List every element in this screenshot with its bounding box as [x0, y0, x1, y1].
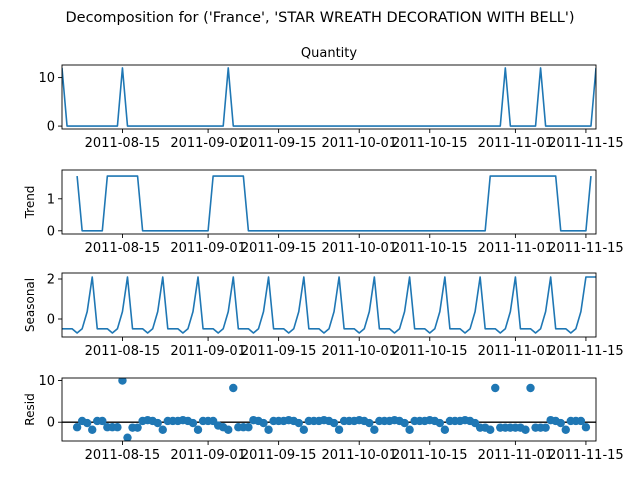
quantity-xtick-label: 2011-09-01 — [170, 136, 246, 151]
quantity-title: Quantity — [301, 46, 357, 61]
resid-point — [294, 418, 303, 428]
quantity-ytick-label: 10 — [38, 71, 55, 86]
resid-xtick-label: 2011-08-15 — [85, 448, 161, 463]
resid-point — [123, 433, 132, 441]
trend-xtick-label: 2011-08-15 — [85, 241, 161, 256]
resid-point — [299, 425, 309, 434]
resid-point — [370, 425, 379, 434]
quantity-panel: Quantity 0 10 2011-08-15 2011-09-012011-09-1… — [38, 46, 623, 151]
resid-point — [193, 425, 203, 434]
trend-xtick-label: 2011-09-01 — [170, 241, 246, 256]
trend-ylabel: Trend — [23, 186, 37, 220]
quantity-xtick-label: 2011-09-15 — [241, 136, 317, 151]
seasonal-panel: Seasonal 0 2 2011-08-15 2011-09-012011-09-15… — [23, 273, 624, 360]
quantity-xtick-label: 2011-08-15 — [85, 136, 161, 151]
seasonal-xtick-label: 2011-10-15 — [392, 344, 468, 359]
quantity-ytick-label: 0 — [47, 120, 55, 135]
resid-point — [329, 418, 339, 428]
quantity-xtick-label: 2011-11-15 — [548, 136, 624, 151]
resid-point — [576, 416, 586, 426]
resid-xtick-label: 2011-10-15 — [392, 448, 468, 463]
figure-suptitle: Decomposition for ('France', 'STAR WREAT… — [65, 10, 574, 26]
resid-point — [264, 425, 273, 434]
resid-point — [133, 423, 142, 432]
trend-xtick-label: 2011-11-15 — [548, 241, 624, 256]
resid-point — [158, 425, 167, 434]
resid-point — [72, 423, 82, 432]
trend-ytick-label: 0 — [47, 224, 55, 239]
trend-ytick-label: 1 — [47, 192, 55, 207]
resid-point — [526, 383, 535, 393]
quantity-series-line — [62, 67, 596, 127]
trend-series-line — [76, 175, 592, 232]
seasonal-xtick-label: 2011-11-01 — [478, 344, 554, 359]
quantity-xtick-label: 2011-10-01 — [321, 136, 397, 151]
resid-point — [365, 418, 374, 428]
resid-point — [491, 383, 500, 393]
trend-data — [76, 175, 592, 232]
trend-xtick-label: 2011-11-01 — [478, 241, 554, 256]
resid-point — [82, 418, 92, 428]
resid-point — [405, 425, 414, 434]
trend-xtick-label: 2011-09-15 — [241, 241, 317, 256]
resid-point — [334, 425, 344, 434]
resid-axes-frame — [61, 377, 597, 442]
trend-axes-frame — [61, 169, 597, 235]
resid-point — [521, 425, 530, 434]
trend-xtick-label: 2011-10-15 — [392, 241, 468, 256]
seasonal-data — [62, 276, 596, 334]
resid-point — [88, 425, 97, 434]
seasonal-xtick-label: 2011-09-15 — [241, 344, 317, 359]
resid-xtick-label: 2011-10-01 — [321, 448, 397, 463]
resid-point — [259, 418, 268, 428]
seasonal-xtick-label: 2011-11-15 — [548, 344, 624, 359]
resid-xtick-label: 2011-09-01 — [170, 448, 246, 463]
seasonal-xtick-label: 2011-09-01 — [170, 344, 246, 359]
resid-xtick-label: 2011-11-15 — [548, 448, 624, 463]
quantity-xtick-label: 2011-11-01 — [478, 136, 554, 151]
resid-ylabel: Resid — [23, 393, 37, 425]
resid-data — [72, 378, 591, 441]
resid-point — [229, 383, 238, 393]
quantity-axes-frame — [61, 64, 597, 130]
seasonal-series-line — [62, 276, 596, 334]
seasonal-axes-frame — [61, 272, 597, 338]
resid-point — [541, 423, 550, 432]
resid-point — [244, 423, 253, 432]
quantity-xtick-label: 2011-10-15 — [392, 136, 468, 151]
resid-point — [400, 418, 409, 428]
resid-point — [486, 425, 495, 434]
resid-point — [581, 423, 591, 432]
trend-xtick-label: 2011-10-01 — [321, 241, 397, 256]
resid-point — [440, 425, 450, 434]
seasonal-xtick-label: 2011-10-01 — [321, 344, 397, 359]
resid-point — [113, 423, 122, 432]
seasonal-ylabel: Seasonal — [23, 278, 37, 332]
resid-point — [188, 418, 198, 428]
resid-point — [153, 418, 162, 428]
resid-xtick-label: 2011-11-01 — [478, 448, 554, 463]
resid-ytick-label: 0 — [47, 416, 55, 431]
seasonal-ytick-label: 2 — [47, 273, 55, 288]
resid-point — [118, 378, 127, 385]
resid-point — [98, 416, 107, 426]
resid-xtick-label: 2011-09-15 — [241, 448, 317, 463]
resid-point — [435, 418, 445, 428]
resid-ytick-label: 10 — [38, 374, 55, 389]
seasonal-xtick-label: 2011-08-15 — [85, 344, 161, 359]
quantity-data — [62, 67, 596, 127]
resid-point — [561, 425, 570, 434]
resid-point — [556, 418, 565, 428]
resid-point — [224, 425, 233, 434]
seasonal-ytick-label: 0 — [47, 313, 55, 328]
